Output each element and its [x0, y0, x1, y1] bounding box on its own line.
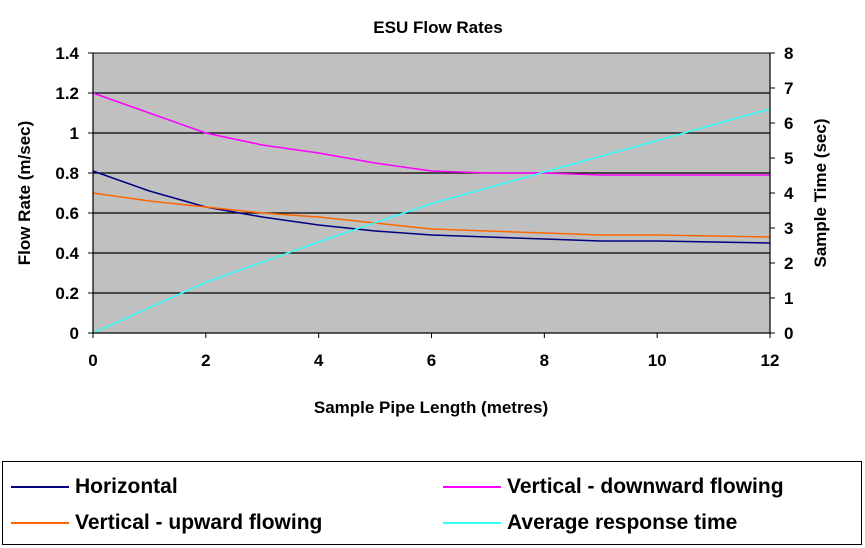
- legend-item-average-response: Average response time: [443, 508, 737, 538]
- chart: ESU Flow Rates 00.20.40.60.811.21.401234…: [15, 18, 830, 417]
- legend-label: Vertical - downward flowing: [507, 475, 784, 498]
- y2-tick-label: 6: [784, 114, 793, 133]
- series-line-2: [92, 192, 771, 238]
- y2-tick-label: 3: [784, 219, 793, 238]
- y2-tick-label: 2: [784, 254, 793, 273]
- legend: Horizontal Vertical - downward flowing V…: [2, 461, 862, 545]
- y-axis-label: Flow Rate (m/sec): [15, 121, 34, 266]
- y-tick-label: 0.6: [55, 204, 79, 223]
- x-tick-label: 10: [648, 351, 667, 370]
- x-tick-label: 8: [540, 351, 549, 370]
- y2-tick-label: 4: [784, 184, 794, 203]
- legend-item-horizontal: Horizontal: [11, 472, 178, 502]
- axes: [88, 52, 775, 338]
- legend-swatch: [11, 486, 69, 488]
- series-line-3: [92, 108, 771, 334]
- legend-item-vertical-downward: Vertical - downward flowing: [443, 472, 784, 502]
- y2-tick-label: 7: [784, 79, 793, 98]
- x-tick-label: 2: [201, 351, 210, 370]
- y-tick-label: 1.2: [55, 84, 79, 103]
- legend-label: Average response time: [507, 511, 738, 534]
- series-layer: [92, 92, 771, 334]
- legend-swatch: [11, 522, 69, 524]
- legend-swatch: [443, 486, 501, 488]
- x-axis-label: Sample Pipe Length (metres): [314, 398, 548, 417]
- legend-swatch: [443, 522, 501, 524]
- y-tick-label: 1.4: [55, 44, 79, 63]
- y-tick-label: 0.4: [55, 244, 79, 263]
- chart-title: ESU Flow Rates: [373, 18, 502, 37]
- x-tick-label: 12: [761, 351, 780, 370]
- x-tick-label: 4: [314, 351, 324, 370]
- y2-tick-label: 0: [784, 324, 793, 343]
- y2-axis-label: Sample Time (sec): [811, 119, 830, 268]
- y-tick-label: 0.2: [55, 284, 79, 303]
- y-tick-label: 0.8: [55, 164, 79, 183]
- series-line-1: [92, 92, 770, 176]
- y-tick-label: 0: [70, 324, 79, 343]
- legend-label: Vertical - upward flowing: [75, 511, 323, 534]
- y2-tick-label: 8: [784, 44, 793, 63]
- x-tick-label: 0: [88, 351, 97, 370]
- legend-label: Horizontal: [75, 475, 178, 498]
- y2-tick-label: 1: [784, 289, 793, 308]
- plot-area: [92, 52, 771, 334]
- x-tick-label: 6: [427, 351, 436, 370]
- y2-tick-label: 5: [784, 149, 793, 168]
- y-tick-label: 1: [70, 124, 79, 143]
- legend-item-vertical-upward: Vertical - upward flowing: [11, 508, 322, 538]
